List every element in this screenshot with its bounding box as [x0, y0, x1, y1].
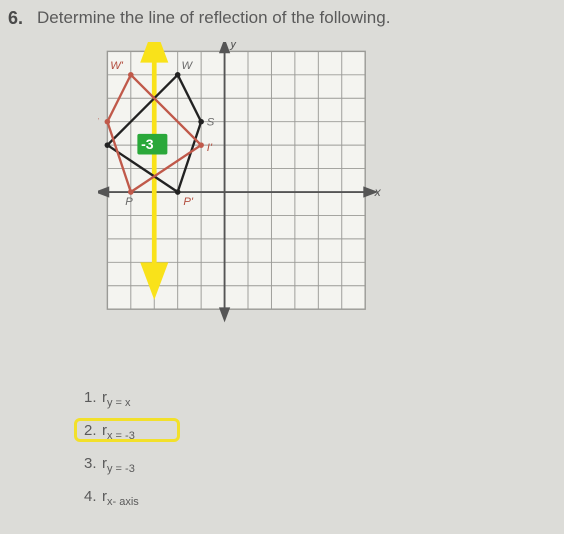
answer-option[interactable]: 4.rx- axis: [78, 486, 145, 510]
answer-option[interactable]: 3.ry = -3: [78, 453, 145, 477]
answer-option[interactable]: 2.rx = -3: [78, 420, 145, 444]
svg-text:P': P': [183, 196, 194, 208]
question-text: Determine the line of reflection of the …: [37, 8, 390, 29]
svg-text:W': W': [110, 60, 124, 72]
svg-text:W: W: [181, 60, 193, 72]
svg-text:y: y: [229, 42, 237, 51]
answer-text: ry = x: [102, 389, 131, 406]
answer-number: 4.: [84, 488, 102, 505]
svg-text:I': I': [207, 142, 213, 154]
coordinate-graph: yxWSP'IW'I'PS'-3: [98, 42, 398, 342]
question-number: 6.: [8, 8, 23, 29]
answer-text: rx = -3: [102, 422, 135, 439]
answer-number: 1.: [84, 389, 102, 406]
answer-text: rx- axis: [102, 488, 139, 505]
answer-number: 3.: [84, 455, 102, 472]
svg-text:P: P: [125, 196, 133, 208]
answer-number: 2.: [84, 422, 102, 439]
svg-text:S: S: [207, 116, 215, 128]
svg-text:x: x: [374, 185, 382, 199]
answer-option[interactable]: 1.ry = x: [78, 387, 145, 411]
svg-text:-3: -3: [141, 136, 154, 152]
answer-text: ry = -3: [102, 455, 135, 472]
answer-list: 1.ry = x2.rx = -33.ry = -34.rx- axis: [78, 378, 145, 519]
svg-text:S': S': [98, 116, 99, 128]
question-header: 6. Determine the line of reflection of t…: [0, 0, 564, 33]
